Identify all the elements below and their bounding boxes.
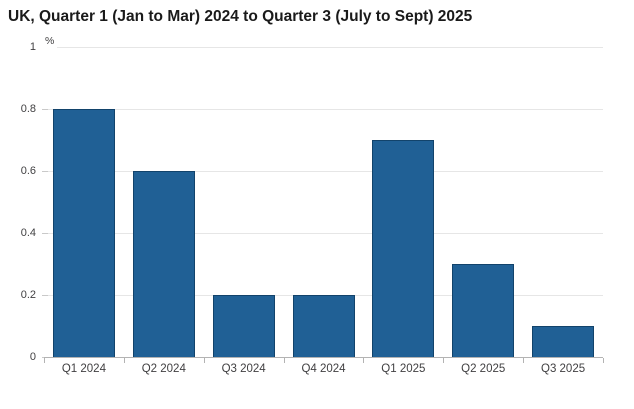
- y-tick-mark-0.6: [42, 171, 48, 172]
- plot-area: [42, 47, 603, 358]
- x-tick-label-q2-2024: Q2 2024: [141, 363, 186, 375]
- x-tick-mark-2: [204, 358, 205, 363]
- gridline-y-0.6: [44, 171, 603, 172]
- y-axis-unit-label: %: [45, 35, 55, 47]
- bar-q3-2025[interactable]: [532, 326, 595, 357]
- x-tick-label-q3-2025: Q3 2025: [541, 363, 586, 375]
- bar-q1-2024[interactable]: [52, 109, 115, 357]
- y-tick-mark-0.4: [42, 233, 48, 234]
- x-tick-mark-3: [284, 358, 285, 363]
- x-tick-mark-1: [124, 358, 125, 363]
- y-tick-label-1: 1: [29, 41, 36, 53]
- gridline-y-0.8: [44, 109, 603, 110]
- x-tick-mark-5: [443, 358, 444, 363]
- y-tick-label-0.6: 0.6: [20, 165, 36, 177]
- x-tick-label-q3-2024: Q3 2024: [221, 363, 266, 375]
- y-tick-label-0.8: 0.8: [20, 103, 36, 115]
- x-tick-mark-7: [603, 358, 604, 363]
- bar-q3-2024[interactable]: [212, 295, 275, 357]
- x-tick-label-q1-2025: Q1 2025: [381, 363, 426, 375]
- y-tick-mark-0.2: [42, 295, 48, 296]
- bar-q2-2024[interactable]: [132, 171, 195, 357]
- y-tick-mark-0.8: [42, 109, 48, 110]
- x-tick-mark-0: [44, 358, 45, 363]
- x-tick-label-q1-2024: Q1 2024: [61, 363, 106, 375]
- x-tick-mark-4: [363, 358, 364, 363]
- y-tick-label-0.2: 0.2: [20, 289, 36, 301]
- bar-q1-2025[interactable]: [372, 140, 435, 357]
- bar-q2-2025[interactable]: [452, 264, 515, 357]
- x-tick-mark-6: [523, 358, 524, 363]
- y-tick-label-0: 0: [29, 351, 36, 363]
- chart-title: UK, Quarter 1 (Jan to Mar) 2024 to Quart…: [8, 8, 473, 25]
- gridline-y-1: [57, 47, 603, 48]
- bar-q4-2024[interactable]: [292, 295, 355, 357]
- gridline-y-0.4: [44, 233, 603, 234]
- x-tick-label-q2-2025: Q2 2025: [461, 363, 506, 375]
- y-tick-label-0.4: 0.4: [20, 227, 36, 239]
- x-axis-line: [44, 357, 603, 358]
- x-tick-label-q4-2024: Q4 2024: [301, 363, 346, 375]
